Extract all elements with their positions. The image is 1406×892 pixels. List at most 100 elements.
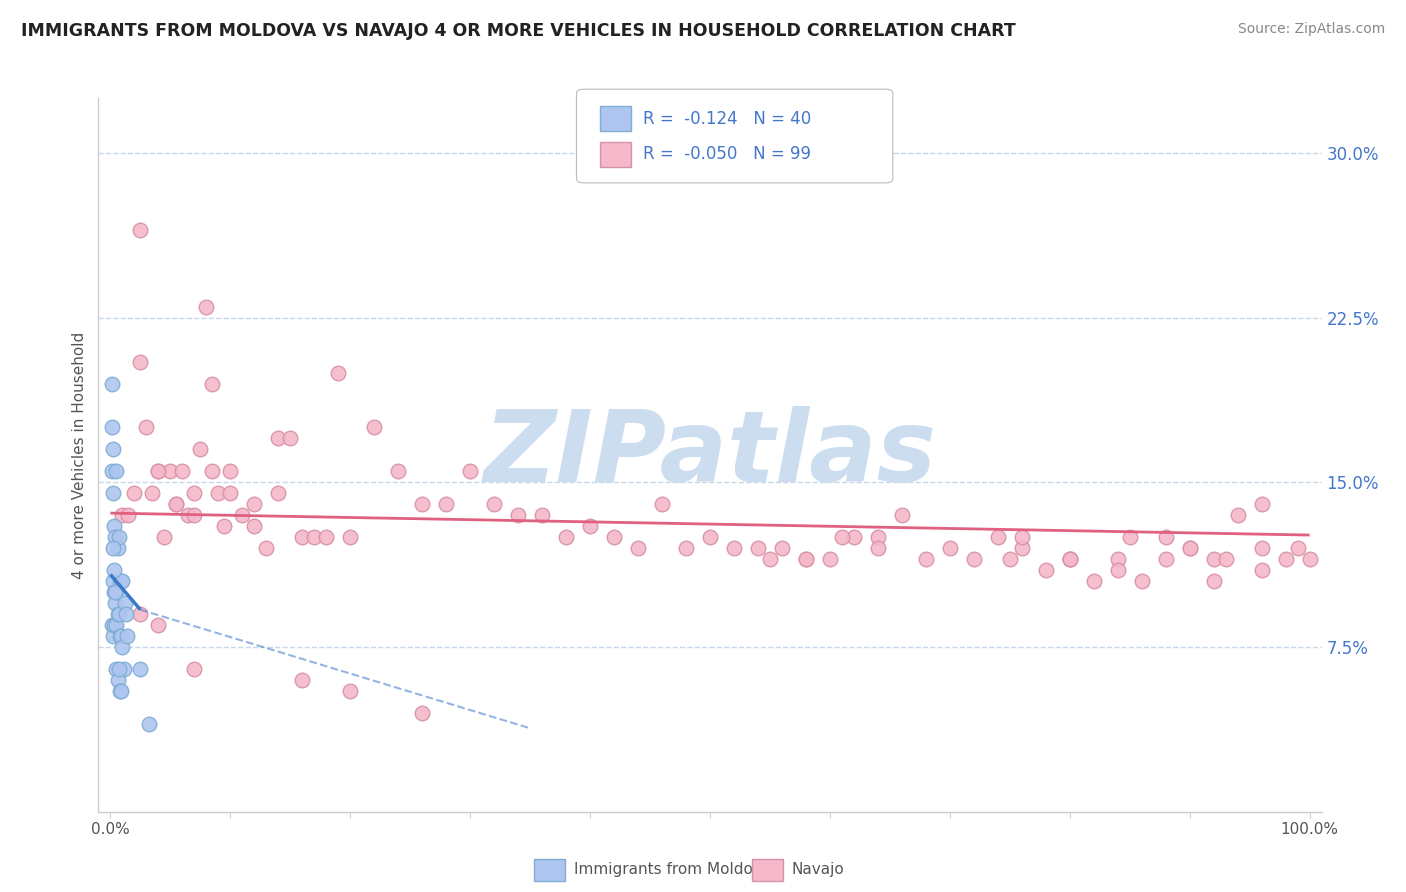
- Point: [1250, 563, 1272, 577]
- Point: [219, 486, 242, 500]
- Point: [108, 530, 129, 544]
- Point: [508, 508, 530, 523]
- Point: [651, 497, 673, 511]
- Point: [108, 684, 131, 698]
- Point: [278, 432, 301, 446]
- Point: [100, 376, 122, 391]
- Point: [482, 497, 505, 511]
- Point: [111, 508, 134, 523]
- Point: [104, 585, 127, 599]
- Point: [165, 497, 187, 511]
- Point: [1202, 552, 1225, 566]
- Point: [339, 684, 361, 698]
- Point: [291, 673, 314, 687]
- Point: [103, 519, 125, 533]
- Point: [107, 607, 129, 621]
- Point: [207, 486, 229, 500]
- Point: [1130, 574, 1153, 589]
- Point: [1154, 530, 1177, 544]
- Point: [794, 552, 817, 566]
- Point: [818, 552, 841, 566]
- Text: ZIPatlas: ZIPatlas: [484, 407, 936, 503]
- Point: [195, 300, 218, 314]
- Point: [101, 486, 124, 500]
- Point: [411, 497, 433, 511]
- Point: [1226, 508, 1249, 523]
- Point: [411, 706, 433, 720]
- Point: [108, 662, 129, 676]
- Point: [114, 596, 136, 610]
- Point: [201, 376, 224, 391]
- Point: [103, 563, 125, 577]
- Point: [115, 607, 138, 621]
- Point: [267, 486, 290, 500]
- Point: [214, 519, 236, 533]
- Point: [1154, 552, 1177, 566]
- Point: [103, 585, 125, 599]
- Point: [108, 629, 131, 643]
- Point: [254, 541, 277, 556]
- Point: [165, 497, 187, 511]
- Point: [1107, 552, 1129, 566]
- Text: Immigrants from Moldova: Immigrants from Moldova: [574, 863, 770, 877]
- Point: [105, 464, 128, 478]
- Point: [915, 552, 938, 566]
- Point: [1059, 552, 1081, 566]
- Point: [243, 519, 266, 533]
- Point: [108, 574, 131, 589]
- Point: [987, 530, 1010, 544]
- Point: [107, 673, 129, 687]
- Point: [1286, 541, 1309, 556]
- Point: [129, 607, 152, 621]
- Point: [148, 464, 170, 478]
- Point: [110, 629, 132, 643]
- Point: [1178, 541, 1201, 556]
- Point: [105, 662, 128, 676]
- Point: [100, 618, 122, 632]
- Point: [201, 464, 224, 478]
- Point: [1059, 552, 1081, 566]
- Point: [998, 552, 1021, 566]
- Point: [842, 530, 865, 544]
- Point: [219, 464, 242, 478]
- Point: [627, 541, 650, 556]
- Point: [110, 574, 132, 589]
- Point: [153, 530, 176, 544]
- Point: [129, 662, 152, 676]
- Point: [124, 486, 146, 500]
- Point: [172, 464, 194, 478]
- Point: [112, 662, 135, 676]
- Point: [1202, 574, 1225, 589]
- Point: [328, 366, 350, 380]
- Point: [188, 442, 211, 457]
- Point: [101, 442, 124, 457]
- Point: [105, 618, 128, 632]
- Point: [1119, 530, 1142, 544]
- Point: [434, 497, 457, 511]
- Point: [100, 464, 122, 478]
- Point: [243, 497, 266, 511]
- Point: [1274, 552, 1296, 566]
- Point: [603, 530, 626, 544]
- Text: R =  -0.050   N = 99: R = -0.050 N = 99: [643, 145, 810, 163]
- Point: [183, 508, 205, 523]
- Point: [579, 519, 602, 533]
- Point: [866, 530, 889, 544]
- Point: [890, 508, 912, 523]
- Point: [129, 223, 152, 237]
- Point: [458, 464, 481, 478]
- Point: [794, 552, 817, 566]
- Point: [531, 508, 554, 523]
- Point: [110, 684, 132, 698]
- Point: [104, 530, 127, 544]
- Point: [1298, 552, 1320, 566]
- Point: [138, 717, 160, 731]
- Point: [770, 541, 793, 556]
- Point: [831, 530, 853, 544]
- Point: [115, 629, 138, 643]
- Point: [148, 464, 170, 478]
- Point: [183, 486, 205, 500]
- Point: [1107, 563, 1129, 577]
- Text: IMMIGRANTS FROM MOLDOVA VS NAVAJO 4 OR MORE VEHICLES IN HOUSEHOLD CORRELATION CH: IMMIGRANTS FROM MOLDOVA VS NAVAJO 4 OR M…: [21, 22, 1017, 40]
- Point: [101, 574, 124, 589]
